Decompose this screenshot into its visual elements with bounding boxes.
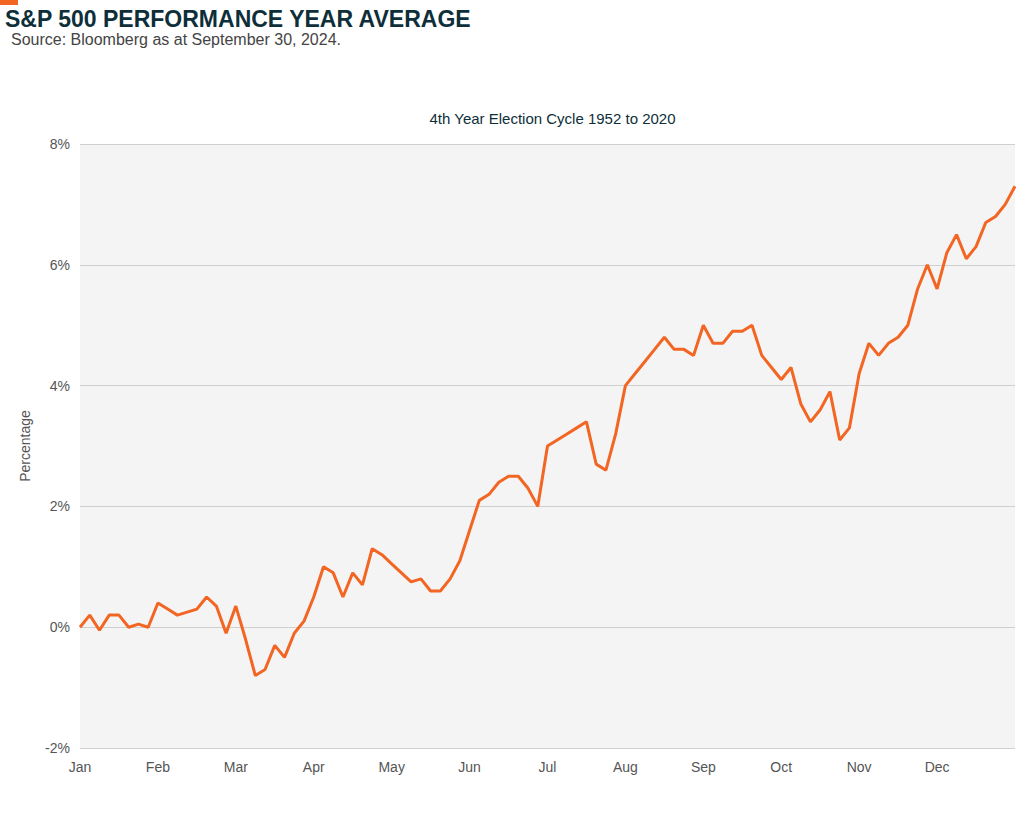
svg-text:2%: 2% — [50, 498, 70, 514]
svg-text:Apr: Apr — [303, 759, 325, 775]
svg-text:Mar: Mar — [224, 759, 248, 775]
svg-text:8%: 8% — [50, 136, 70, 152]
svg-text:6%: 6% — [50, 257, 70, 273]
svg-text:Aug: Aug — [613, 759, 638, 775]
svg-text:Percentage: Percentage — [17, 410, 33, 482]
svg-text:Dec: Dec — [925, 759, 950, 775]
svg-text:S&P 500 PERFORMANCE YEAR AVERA: S&P 500 PERFORMANCE YEAR AVERAGE — [5, 6, 471, 32]
svg-text:Jan: Jan — [69, 759, 92, 775]
svg-text:Feb: Feb — [146, 759, 170, 775]
svg-text:-2%: -2% — [45, 740, 70, 756]
svg-text:Nov: Nov — [847, 759, 872, 775]
svg-text:Jun: Jun — [458, 759, 481, 775]
svg-text:Source: Bloomberg as at Septem: Source: Bloomberg as at September 30, 20… — [11, 31, 341, 48]
svg-text:May: May — [378, 759, 404, 775]
svg-text:Jul: Jul — [539, 759, 557, 775]
svg-text:Oct: Oct — [770, 759, 792, 775]
svg-text:4%: 4% — [50, 378, 70, 394]
svg-text:Sep: Sep — [691, 759, 716, 775]
svg-text:0%: 0% — [50, 619, 70, 635]
svg-text:4th Year Election Cycle 1952 t: 4th Year Election Cycle 1952 to 2020 — [429, 110, 675, 127]
